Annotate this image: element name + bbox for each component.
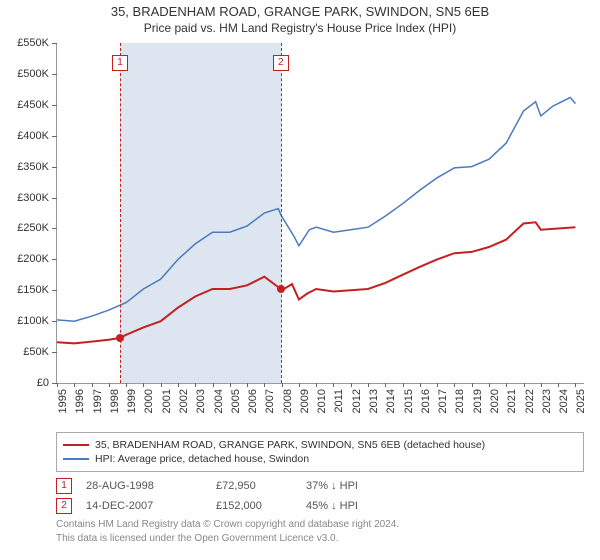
event-price: £152,000: [216, 500, 306, 512]
event-number: 1: [56, 478, 72, 494]
x-tick-label: 2017: [437, 389, 449, 413]
legend-label: 35, BRADENHAM ROAD, GRANGE PARK, SWINDON…: [95, 439, 485, 451]
footnote: Contains HM Land Registry data © Crown c…: [56, 518, 584, 545]
x-tick-label: 2012: [351, 389, 363, 413]
event-table-row: 1 28-AUG-1998£72,95037% ↓ HPI: [56, 478, 584, 494]
chart-lines: [57, 43, 584, 383]
x-tick-label: 2023: [541, 389, 553, 413]
event-date: 28-AUG-1998: [86, 480, 216, 492]
y-tick-label: £50K: [23, 346, 49, 358]
x-tick-label: 2013: [368, 389, 380, 413]
legend-swatch: [63, 458, 89, 460]
title-line1: 35, BRADENHAM ROAD, GRANGE PARK, SWINDON…: [10, 4, 590, 19]
x-tick-label: 2005: [230, 389, 242, 413]
x-tick-label: 2003: [195, 389, 207, 413]
legend: 35, BRADENHAM ROAD, GRANGE PARK, SWINDON…: [56, 432, 584, 472]
title-block: 35, BRADENHAM ROAD, GRANGE PARK, SWINDON…: [0, 0, 600, 37]
event-line: [281, 43, 282, 383]
y-tick-label: £0: [37, 377, 49, 389]
event-price: £72,950: [216, 480, 306, 492]
legend-label: HPI: Average price, detached house, Swin…: [95, 453, 309, 465]
y-tick-label: £200K: [17, 253, 49, 265]
x-tick-label: 2004: [213, 389, 225, 413]
x-tick-label: 2015: [403, 389, 415, 413]
x-tick-label: 2011: [333, 389, 345, 413]
y-tick-label: £100K: [17, 315, 49, 327]
x-tick-label: 2016: [420, 389, 432, 413]
x-tick-label: 2020: [489, 389, 501, 413]
y-tick-label: £250K: [17, 222, 49, 234]
event-line: [120, 43, 121, 383]
x-tick-label: 2001: [161, 389, 173, 413]
x-tick-label: 2007: [264, 389, 276, 413]
x-tick-label: 2019: [472, 389, 484, 413]
event-date: 14-DEC-2007: [86, 500, 216, 512]
legend-row: HPI: Average price, detached house, Swin…: [63, 453, 577, 465]
x-tick-label: 1996: [74, 389, 86, 413]
series-price_paid: [57, 222, 575, 343]
x-tick-label: 1999: [126, 389, 138, 413]
event-diff: 45% ↓ HPI: [306, 500, 416, 512]
event-marker: 1: [112, 55, 128, 71]
x-axis: 1995 1996 1997 1998 1999 2000 2001 2002 2003 2004…: [57, 383, 584, 427]
x-tick-label: 2021: [506, 389, 518, 413]
y-tick-label: £350K: [17, 161, 49, 173]
event-table-row: 2 14-DEC-2007£152,00045% ↓ HPI: [56, 498, 584, 514]
y-tick-label: £450K: [17, 99, 49, 111]
x-tick-label: 2006: [247, 389, 259, 413]
x-tick-label: 2024: [558, 389, 570, 413]
event-diff: 37% ↓ HPI: [306, 480, 416, 492]
x-tick-label: 1995: [57, 389, 69, 413]
event-dot: [277, 285, 285, 293]
y-axis: £0£50K£100K£150K£200K£250K£300K£350K£400…: [3, 43, 53, 383]
price-chart: £0£50K£100K£150K£200K£250K£300K£350K£400…: [56, 43, 584, 384]
footnote-line1: Contains HM Land Registry data © Crown c…: [56, 518, 584, 532]
series-hpi: [57, 97, 575, 321]
x-tick-label: 2018: [454, 389, 466, 413]
y-tick-label: £550K: [17, 37, 49, 49]
events-table: 1 28-AUG-1998£72,95037% ↓ HPI 2 14-DEC-2007…: [56, 478, 584, 514]
x-tick-label: 2002: [178, 389, 190, 413]
x-tick-label: 1997: [92, 389, 104, 413]
footnote-line2: This data is licensed under the Open Gov…: [56, 532, 584, 546]
legend-row: 35, BRADENHAM ROAD, GRANGE PARK, SWINDON…: [63, 439, 577, 451]
y-tick-label: £500K: [17, 68, 49, 80]
x-tick-label: 2000: [143, 389, 155, 413]
x-tick-label: 2009: [299, 389, 311, 413]
title-line2: Price paid vs. HM Land Registry's House …: [10, 21, 590, 35]
legend-swatch: [63, 444, 89, 446]
x-tick-label: 2025: [575, 389, 587, 413]
event-number: 2: [56, 498, 72, 514]
x-tick-label: 2010: [316, 389, 328, 413]
event-marker: 2: [273, 55, 289, 71]
y-tick-label: £300K: [17, 192, 49, 204]
y-tick-label: £400K: [17, 130, 49, 142]
x-tick-label: 2008: [282, 389, 294, 413]
event-dot: [116, 334, 124, 342]
x-tick-label: 2014: [385, 389, 397, 413]
x-tick-label: 2022: [524, 389, 536, 413]
x-tick-label: 1998: [109, 389, 121, 413]
y-tick-label: £150K: [17, 284, 49, 296]
